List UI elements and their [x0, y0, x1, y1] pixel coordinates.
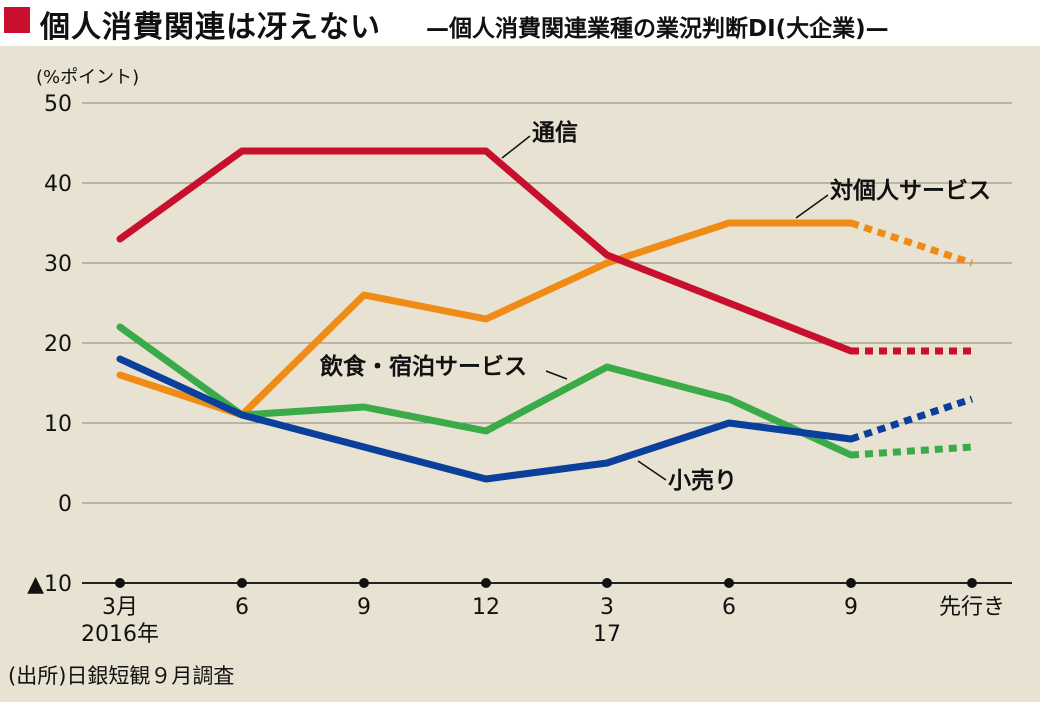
series-forecast-line	[849, 219, 974, 267]
x-tick-dot	[967, 578, 977, 588]
x-tick-label: 3月	[102, 595, 138, 620]
series-label: 対個人サービス	[830, 178, 991, 204]
x-tick-dot	[724, 578, 734, 588]
series-line	[116, 147, 855, 355]
y-tick-label: 0	[58, 492, 72, 517]
x-tick-dot	[115, 578, 125, 588]
series-label-leader	[795, 194, 829, 219]
red-square-icon	[4, 7, 30, 33]
x-tick-label: 6	[235, 595, 249, 620]
y-tick-label: 50	[44, 92, 72, 117]
y-tick-label: 40	[44, 172, 72, 197]
x-tick-dot	[359, 578, 369, 588]
x-tick-sublabel: 17	[593, 622, 621, 647]
x-tick-dot	[481, 578, 491, 588]
series-label: 通信	[532, 119, 578, 146]
series-label-leader	[501, 135, 531, 159]
x-tick-label: 9	[357, 595, 371, 620]
page-subtitle: —個人消費関連業種の業況判断DI(大企業)—	[426, 16, 889, 42]
x-tick-dot	[846, 578, 856, 588]
x-tick-label: 先行き	[939, 595, 1005, 620]
y-tick-label: ▲10	[27, 572, 72, 597]
x-tick-dot	[237, 578, 247, 588]
series-label: 小売り	[668, 468, 737, 494]
series-line	[116, 355, 855, 483]
x-tick-label: 6	[722, 595, 736, 620]
x-tick-label: 3	[600, 595, 614, 620]
y-tick-label: 20	[44, 332, 72, 357]
x-tick-dot	[602, 578, 612, 588]
header: 個人消費関連は冴えない —個人消費関連業種の業況判断DI(大企業)—	[0, 0, 1040, 46]
series-label: 飲食・宿泊サービス	[319, 353, 527, 380]
series-forecast-line	[850, 443, 973, 459]
x-tick-label: 12	[472, 595, 500, 620]
series-forecast-line	[849, 395, 974, 443]
source-note: (出所)日銀短観９月調査	[8, 664, 235, 688]
x-tick-label: 9	[844, 595, 858, 620]
page-title: 個人消費関連は冴えない	[40, 10, 381, 45]
y-axis-unit-label: (%ポイント)	[36, 67, 139, 88]
series-label-leader	[545, 370, 568, 380]
series-line	[116, 219, 855, 419]
y-tick-label: 10	[44, 412, 72, 437]
y-tick-label: 30	[44, 252, 72, 277]
x-tick-sublabel: 2016年	[81, 622, 159, 647]
series-line	[116, 323, 855, 459]
series-label-leader	[637, 460, 667, 481]
